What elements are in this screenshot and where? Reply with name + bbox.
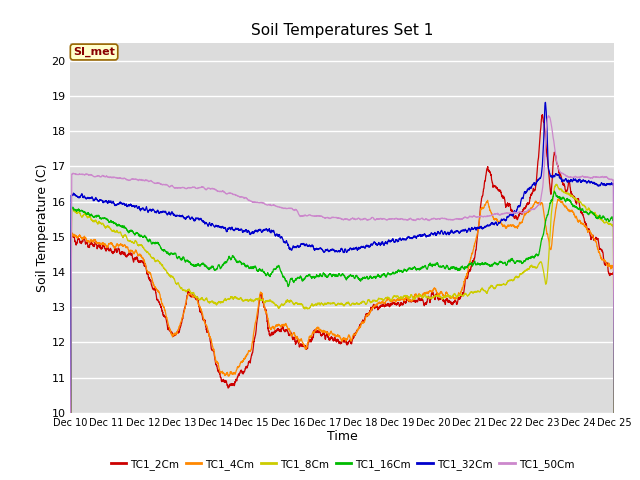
Title: Soil Temperatures Set 1: Soil Temperatures Set 1	[252, 23, 433, 38]
X-axis label: Time: Time	[327, 431, 358, 444]
Y-axis label: Soil Temperature (C): Soil Temperature (C)	[36, 164, 49, 292]
Legend: TC1_2Cm, TC1_4Cm, TC1_8Cm, TC1_16Cm, TC1_32Cm, TC1_50Cm: TC1_2Cm, TC1_4Cm, TC1_8Cm, TC1_16Cm, TC1…	[106, 455, 579, 474]
Text: SI_met: SI_met	[73, 47, 115, 57]
